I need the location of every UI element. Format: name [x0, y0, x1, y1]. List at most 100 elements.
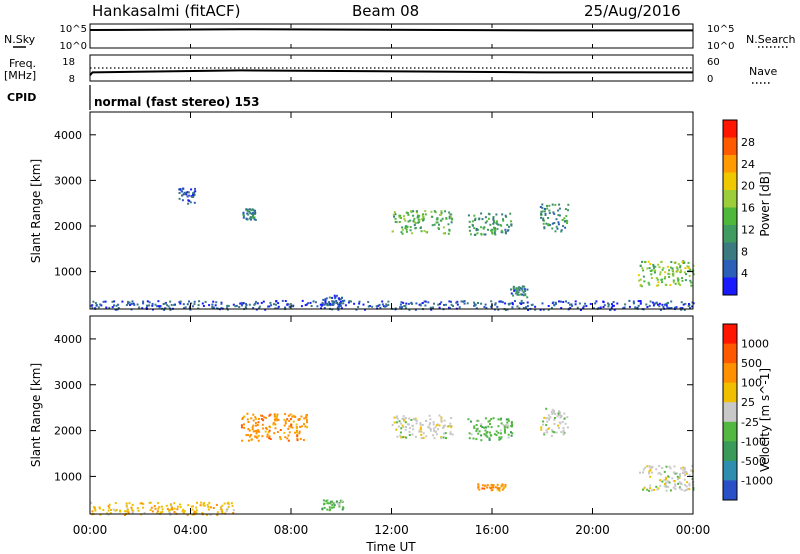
- power-ylabel: Slant Range [km]: [29, 159, 43, 263]
- velocity-cell: [255, 424, 257, 427]
- power-cell: [672, 274, 675, 277]
- power-cell: [564, 226, 567, 229]
- velocity-cell: [429, 429, 432, 432]
- velocity-cell: [477, 428, 479, 431]
- power-cell: [324, 298, 327, 301]
- power-cell: [668, 269, 671, 272]
- velocity-cell: [99, 513, 102, 516]
- power-cell: [492, 217, 495, 220]
- velocity-cell: [269, 413, 272, 416]
- power-colorbar-tick: 8: [741, 245, 748, 258]
- power-cell: [399, 306, 402, 309]
- velocity-cell: [298, 432, 301, 435]
- power-cell: [690, 284, 693, 287]
- power-cell: [599, 306, 602, 309]
- velocity-cell: [272, 423, 275, 426]
- power-cell: [248, 303, 251, 306]
- power-cell: [287, 303, 290, 306]
- power-cell: [473, 301, 476, 304]
- velocity-cell: [547, 427, 550, 430]
- velocity-cell: [481, 487, 484, 490]
- velocity-cell: [321, 508, 324, 511]
- power-cell: [242, 302, 245, 305]
- velocity-cell: [247, 428, 250, 430]
- power-cell: [252, 208, 255, 211]
- velocity-cell: [90, 501, 93, 504]
- velocity-cell: [287, 439, 290, 442]
- power-cell: [441, 217, 444, 220]
- power-cell: [128, 301, 131, 304]
- velocity-cell: [422, 436, 425, 439]
- velocity-cell: [107, 509, 110, 512]
- power-cell: [413, 221, 416, 224]
- velocity-cell: [169, 513, 172, 516]
- power-cell: [340, 307, 343, 310]
- power-cell: [158, 306, 161, 309]
- power-cell: [448, 211, 451, 214]
- power-cell: [401, 306, 403, 309]
- power-cell: [542, 222, 545, 225]
- power-cell: [506, 223, 509, 226]
- power-cell: [444, 232, 446, 235]
- power-cell: [220, 302, 223, 305]
- power-cell: [657, 284, 660, 287]
- velocity-cell: [540, 426, 543, 429]
- power-cell: [671, 269, 674, 272]
- power-cell: [611, 303, 613, 306]
- velocity-cell: [338, 505, 341, 508]
- power-cell: [421, 302, 424, 304]
- power-cell: [393, 215, 396, 218]
- velocity-cell: [173, 511, 176, 513]
- power-cell: [436, 217, 439, 220]
- velocity-cell: [182, 508, 185, 511]
- velocity-cell: [419, 426, 422, 429]
- velocity-cell: [562, 430, 565, 433]
- power-cell: [682, 303, 685, 306]
- power-cell: [483, 233, 486, 236]
- velocity-cell: [408, 417, 411, 420]
- power-cell: [138, 306, 141, 309]
- velocity-cell: [484, 434, 487, 437]
- velocity-cell: [676, 475, 679, 478]
- velocity-cell: [248, 439, 250, 442]
- power-cell: [672, 272, 675, 275]
- velocity-cell: [225, 509, 228, 512]
- velocity-cell: [395, 421, 398, 424]
- velocity-cell: [498, 438, 501, 441]
- power-cell: [323, 303, 325, 306]
- power-cell: [492, 222, 495, 225]
- power-cell: [412, 210, 415, 213]
- velocity-cell: [166, 507, 169, 510]
- velocity-cell: [305, 419, 308, 422]
- velocity-cell: [243, 415, 246, 418]
- power-cell: [115, 304, 118, 307]
- power-cell: [502, 219, 505, 222]
- power-cell: [689, 306, 691, 309]
- power-cell: [252, 216, 255, 219]
- power-cell: [433, 302, 435, 305]
- power-cell: [645, 303, 648, 306]
- velocity-cell: [561, 420, 564, 423]
- power-cell: [540, 213, 543, 215]
- power-cell: [569, 303, 571, 306]
- power-cell: [442, 232, 445, 235]
- power-cell: [668, 273, 671, 276]
- velocity-ytick-label: 1000: [54, 470, 82, 483]
- velocity-cell: [227, 505, 230, 508]
- velocity-cell: [683, 478, 686, 481]
- power-cell: [524, 306, 527, 309]
- velocity-cell: [432, 421, 435, 424]
- power-cell: [414, 227, 417, 230]
- velocity-cell: [476, 419, 479, 422]
- velocity-cell: [498, 436, 501, 439]
- power-cell: [647, 260, 650, 263]
- velocity-cell: [680, 488, 683, 491]
- power-cell: [270, 304, 273, 307]
- velocity-cell: [266, 435, 269, 438]
- velocity-cell: [296, 431, 298, 434]
- velocity-cell: [415, 419, 418, 422]
- velocity-cell: [507, 436, 510, 439]
- power-cell: [661, 303, 664, 306]
- velocity-cell: [503, 486, 505, 489]
- power-cell: [687, 265, 690, 268]
